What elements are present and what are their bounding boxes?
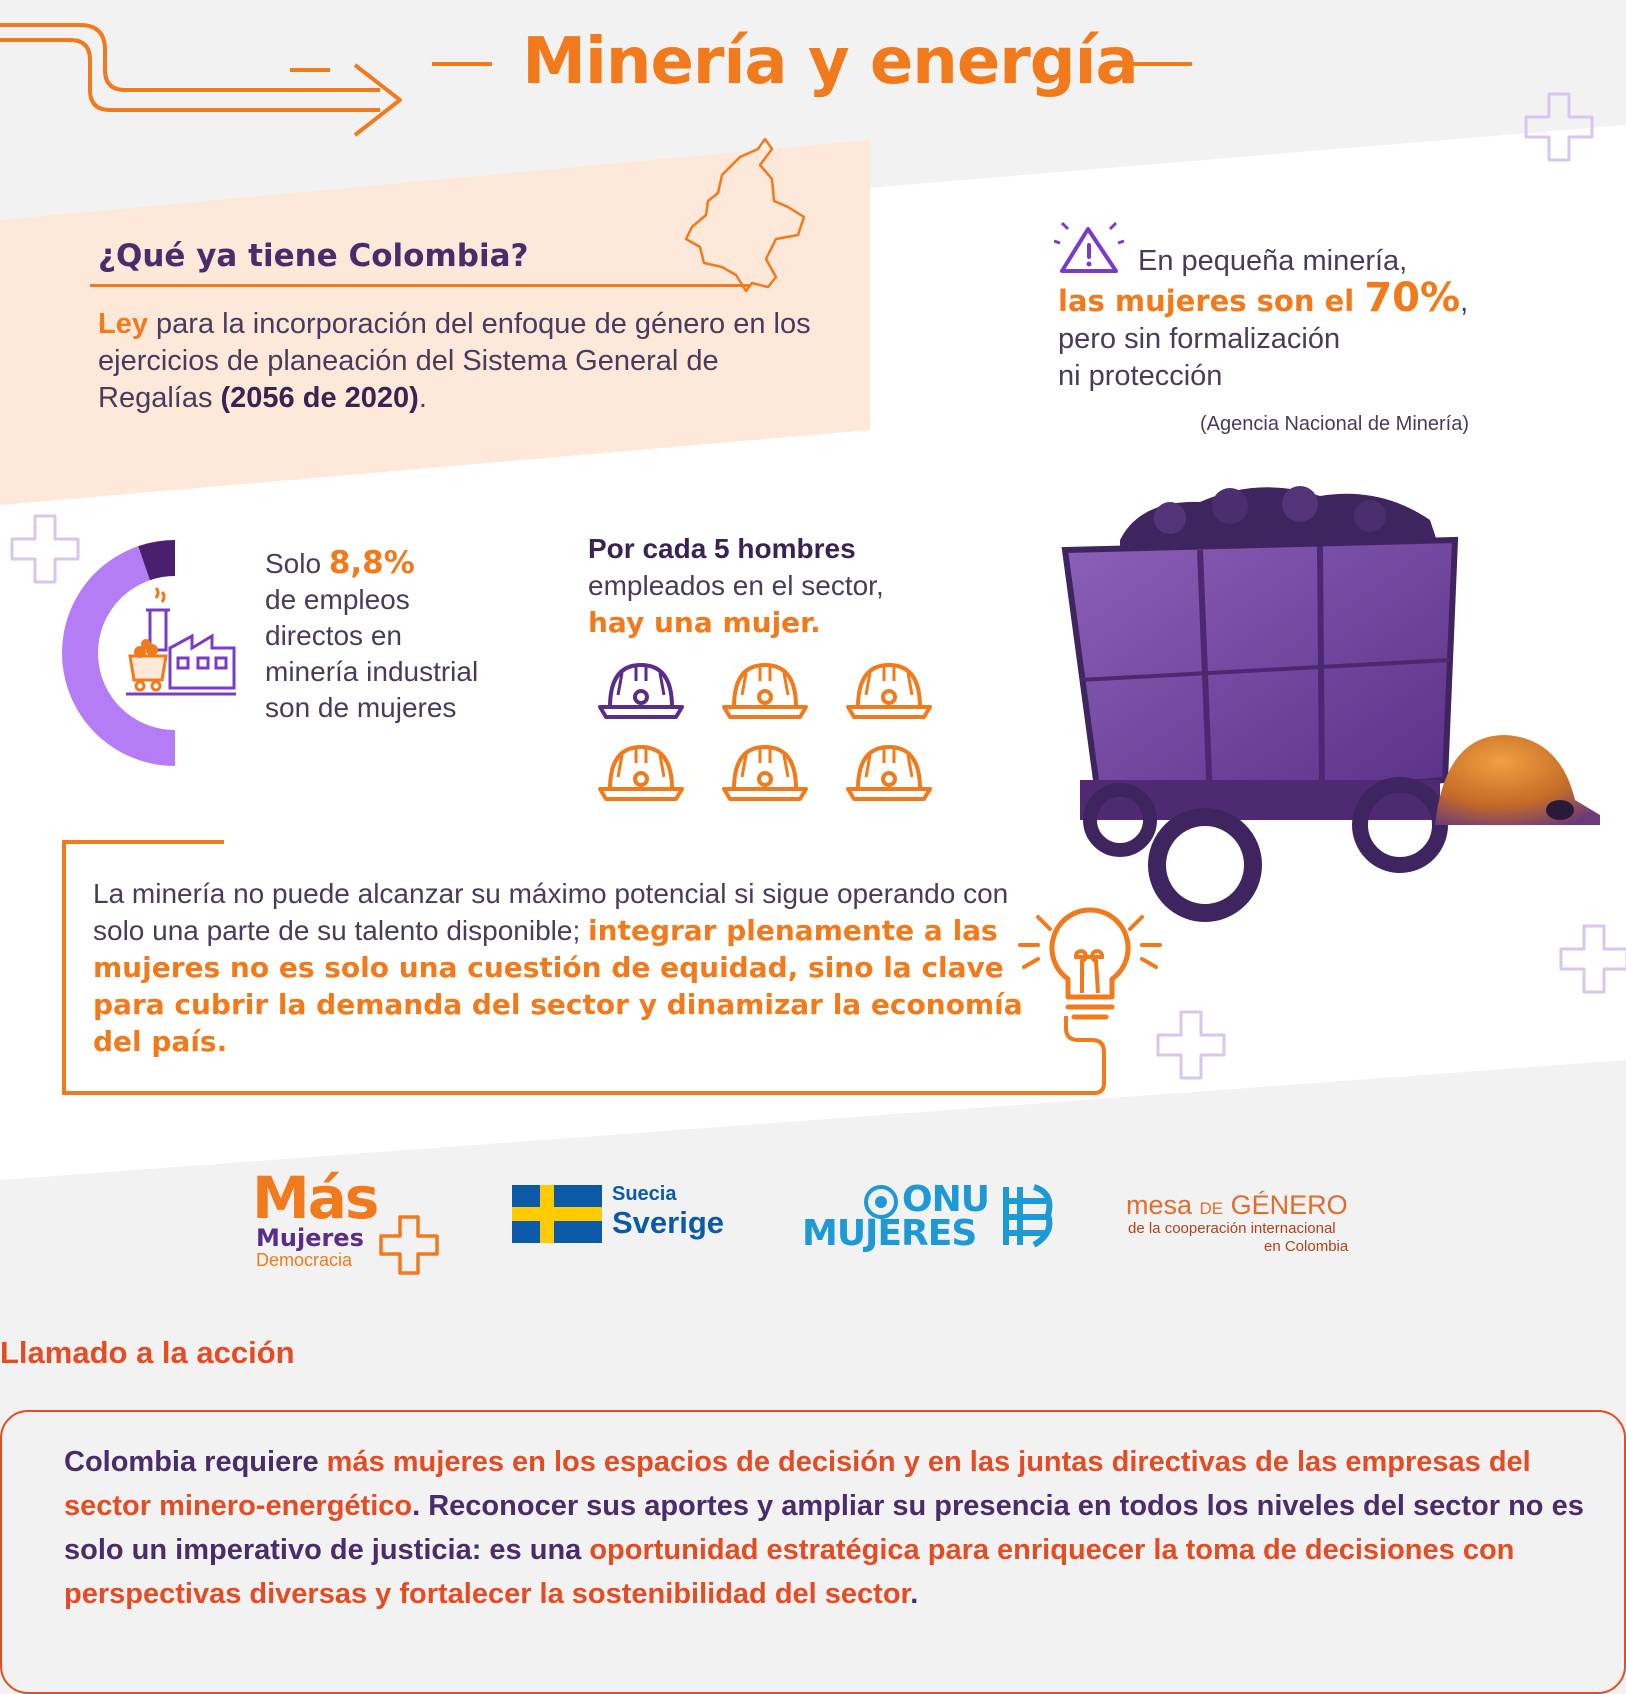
logo-suecia-text: Suecia <box>612 1183 677 1205</box>
employment-donut-chart <box>62 540 176 766</box>
plus-logo-icon <box>379 1215 439 1275</box>
helmet-man-icon <box>846 744 932 801</box>
logo-mas-text: Más <box>252 1164 379 1232</box>
quote-text: La minería no puede alcanzar su máximo p… <box>93 875 1023 1060</box>
mine-cart-image <box>1061 486 1600 922</box>
logo-de-text: DE <box>1199 1199 1224 1218</box>
lightbulb-icon <box>1018 907 1162 1020</box>
call-to-action-text: Colombia requiere más mujeres en los esp… <box>64 1440 1584 1616</box>
colombia-heading: ¿Qué ya tiene Colombia? <box>98 238 529 274</box>
logo-mesa-line3: en Colombia <box>1264 1238 1349 1255</box>
logo-mujeres-text: Mujeres <box>256 1224 364 1252</box>
plus-decoration-icon <box>1559 924 1626 994</box>
onu-mujeres-symbol-icon <box>1003 1184 1053 1248</box>
sweden-flag-icon <box>512 1185 602 1243</box>
title-dash-left <box>432 62 492 66</box>
quote-bold: integrar plenamente a las mujeres no es … <box>93 914 1023 1058</box>
ley-bold: Ley <box>98 308 148 340</box>
ley-paragraph: Ley para la incorporación del enfoque de… <box>98 306 818 417</box>
ley-text: para la incorporación del enfoque de gén… <box>98 308 811 414</box>
cta-p3: . <box>910 1578 919 1610</box>
quote-normal: La minería no puede alcanzar su máximo p… <box>93 878 1009 946</box>
call-to-action-box <box>0 1410 1626 1694</box>
un-emblem-icon <box>864 1185 898 1219</box>
heading-underline <box>90 284 750 287</box>
empleos-stat: Solo 8,8% de empleos directos en minería… <box>265 545 495 726</box>
plus-decoration-icon <box>1156 1010 1226 1080</box>
logo-mujeres-text: MUJERES <box>802 1213 977 1254</box>
logo-sverige-text: Sverige <box>612 1205 725 1240</box>
stat70-bold: las mujeres son el <box>1058 284 1365 318</box>
logo-onu-text: ONU <box>902 1179 990 1220</box>
page-title: Minería y energía <box>522 25 1138 99</box>
helmet-man-icon <box>722 662 808 719</box>
quote-frame <box>62 840 1106 1095</box>
title-dash-right <box>1130 62 1192 66</box>
helmet-woman-icon <box>598 662 684 719</box>
hombres-line1: Por cada 5 hombres <box>588 533 856 564</box>
helmet-man-icon <box>598 744 684 801</box>
hombres-line3: hay una mujer. <box>588 606 821 639</box>
pequena-mineria-stat: En pequeña minería, las mujeres son el 7… <box>1058 243 1558 395</box>
mas-mujeres-logo: Más Mujeres Democracia <box>252 1164 439 1275</box>
colombia-map-icon <box>684 137 806 293</box>
source-citation: (Agencia Nacional de Minería) <box>1200 413 1470 435</box>
hombres-stat: Por cada 5 hombres empleados en el secto… <box>588 530 988 641</box>
helmet-man-icon <box>846 662 932 719</box>
stat88-text: de empleos directos en minería industria… <box>265 584 479 723</box>
ley-end: . <box>418 382 427 414</box>
call-to-action-heading: Llamado a la acción <box>0 1335 295 1370</box>
warning-icon <box>1054 221 1125 273</box>
logo-mesa-line2: de la cooperación internacional <box>1128 1220 1336 1237</box>
stat88-percent: 8,8% <box>328 545 415 581</box>
cta-o1: más mujeres en los espacios de decisión … <box>64 1446 1531 1522</box>
cta-p1: Colombia requiere <box>64 1446 327 1478</box>
cta-o2: oportunidad estratégica para enriquecer … <box>64 1534 1515 1610</box>
hombres-line2: empleados en el sector, <box>588 570 884 601</box>
cta-p2: . Reconocer sus aportes y ampliar su pre… <box>64 1490 1584 1566</box>
logo-genero-text: GÉNERO <box>1223 1190 1348 1220</box>
stat70-line3: pero sin formalización <box>1058 323 1341 355</box>
stat70-comma: , <box>1460 286 1469 318</box>
helmet-grid <box>596 655 941 809</box>
plus-decoration-icon <box>10 514 80 584</box>
logo-democracia-text: Democracia <box>256 1250 353 1270</box>
mesa-de-genero-logo: mesa DE GÉNERO de la cooperación interna… <box>1126 1190 1348 1255</box>
stat88-solo: Solo <box>265 548 329 579</box>
ley-number: (2056 de 2020) <box>220 382 419 414</box>
factory-icon <box>126 586 236 696</box>
stat70-line4: ni protección <box>1058 360 1223 392</box>
logo-mesa-text: mesa <box>1126 1190 1200 1220</box>
arrow-decoration-icon <box>0 23 402 137</box>
stat70-line1: En pequeña minería, <box>1138 245 1408 277</box>
plus-decoration-icon <box>1524 92 1594 162</box>
stat70-percent: 70% <box>1364 275 1461 321</box>
helmet-man-icon <box>722 744 808 801</box>
